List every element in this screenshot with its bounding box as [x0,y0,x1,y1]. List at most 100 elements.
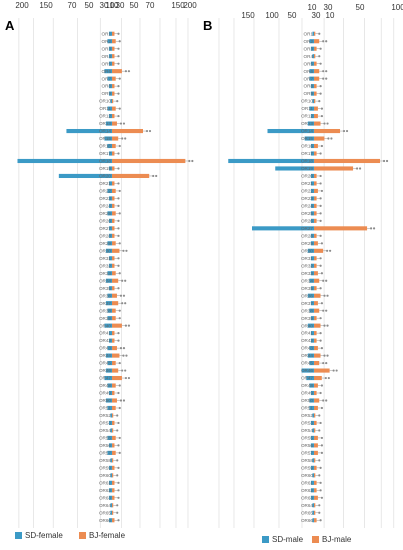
data-dot [122,399,126,402]
category-label: OR35 [301,286,313,291]
data-dot [320,114,324,118]
bar-right [314,458,316,463]
data-dot [122,249,125,252]
bar-left [107,383,112,388]
category-label: OR7 [102,76,112,81]
bar-right [314,428,316,433]
data-dot [121,137,124,140]
category-label: OR19 [99,166,111,171]
category-label: OR36 [301,293,313,298]
category-label: OR63 [99,495,111,500]
bar-left [310,465,314,470]
data-dot [118,361,121,365]
category-label: OR3 [102,46,112,51]
bar-right [314,443,318,448]
bar-right [314,331,317,336]
data-dot [326,294,329,297]
data-dot [117,152,120,155]
data-dot [318,32,321,35]
category-label: OR45 [301,361,313,366]
data-dot [320,436,324,440]
bar-left [310,173,314,179]
bar-left [107,76,112,81]
category-label: OR46 [301,368,313,373]
bar-right [314,316,317,321]
data-dot [118,309,121,312]
bar-left [110,99,112,104]
bar-right [112,293,117,298]
category-label: OR24 [99,203,111,208]
category-label: OR48 [301,383,313,388]
data-dot [318,429,321,432]
bar-right [112,69,122,74]
bar-left [310,46,314,51]
bar-left [107,316,112,321]
bar-right [112,136,119,141]
category-label: OR37 [99,301,111,306]
bar-left [312,473,314,478]
bar-right [112,84,115,89]
category-label: OR11 [99,106,111,111]
category-label: OR56 [99,443,111,448]
category-label: OR65 [99,510,111,515]
right-axis-tick: 30 [324,3,333,12]
right-axis-tick: 150 [171,1,185,10]
right-axis-tick: 50 [356,3,365,12]
data-dot [124,324,128,327]
bar-right [112,54,115,59]
bar-left [108,420,112,426]
category-label: OR4 [304,54,314,59]
category-label: OR32 [99,263,111,268]
bar-left [310,301,314,306]
bar-right [112,91,115,96]
data-dot [127,376,131,380]
bar-right [112,99,114,104]
data-dot [318,474,321,477]
data-dot [117,264,120,267]
data-dot [319,257,322,260]
bar-right [112,61,115,66]
right-axis-tick: 100 [391,3,403,12]
category-label: OR33 [301,271,313,276]
category-label: OR40 [99,323,111,328]
bar-right [314,84,317,89]
bar-right [112,346,117,351]
right-axis-tick: 200 [183,1,197,10]
category-label: OR37 [301,301,313,306]
category-label: OR29 [301,241,313,246]
category-label: OR1 [304,31,314,36]
bar-left [107,39,112,44]
data-dot [320,242,324,245]
bar-right [112,151,115,156]
bar-left [312,428,314,433]
category-label: OR58 [99,458,111,463]
bar-left [110,458,112,463]
bar-left [108,233,112,238]
data-dot [319,47,322,50]
data-dot [324,376,327,380]
category-label: OR46 [99,368,111,373]
bar-left [108,151,112,156]
category-label: OR18 [99,159,111,164]
bar-right [112,323,122,328]
bar-left [307,353,314,358]
left-axis-tick: 150 [241,11,255,20]
legend-swatch [15,532,22,539]
bar-left [107,188,112,193]
bar-right [314,248,324,253]
bar-left [108,31,112,36]
data-dot [322,279,325,282]
bar-right [112,128,143,134]
data-dot [358,167,362,170]
category-label: OR61 [301,480,313,485]
data-dot [117,227,120,230]
category-label: OR63 [301,495,313,500]
bar-left [108,443,112,448]
legend-swatch [262,536,269,543]
data-dot [319,85,322,88]
category-label: OR14 [301,129,313,134]
data-dot [118,77,121,80]
bar-left [309,346,314,351]
category-label: OR22 [301,189,313,194]
category-label: OR22 [99,189,111,194]
